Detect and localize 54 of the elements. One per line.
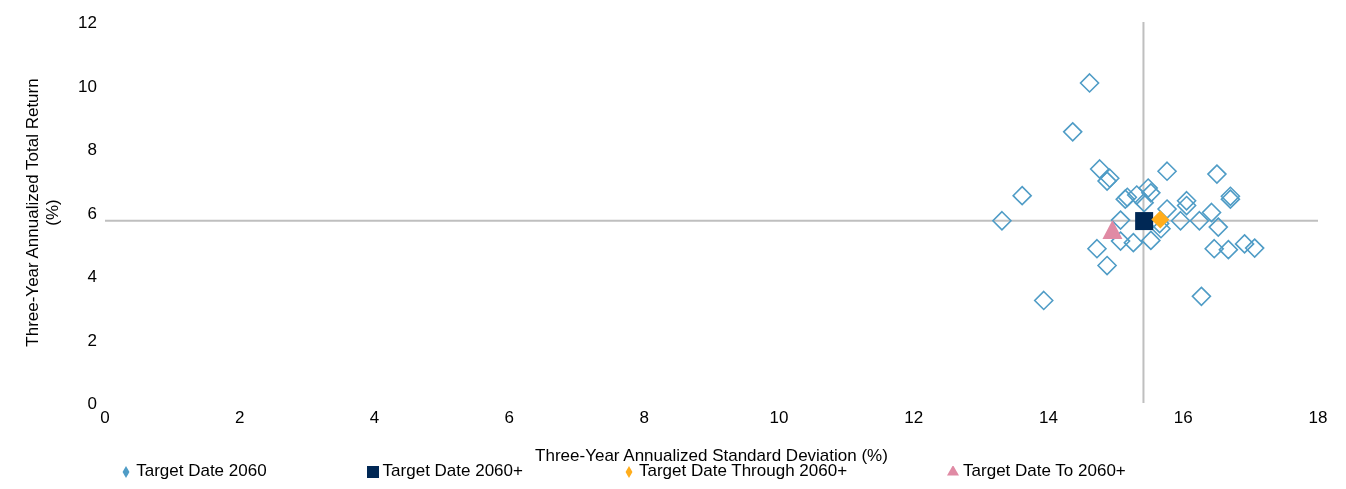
point bbox=[1012, 185, 1032, 206]
x-tick-label: 14 bbox=[1038, 408, 1058, 428]
point bbox=[1191, 286, 1212, 307]
y-tick-label: 4 bbox=[87, 267, 97, 287]
point bbox=[1062, 122, 1083, 142]
point bbox=[992, 210, 1012, 231]
point bbox=[1079, 73, 1100, 93]
x-tick-label: 4 bbox=[369, 408, 380, 428]
point bbox=[1189, 210, 1210, 231]
point bbox=[1151, 210, 1170, 229]
point bbox=[1110, 231, 1131, 251]
point bbox=[1208, 217, 1229, 237]
point bbox=[1135, 212, 1154, 231]
y-tick-label: 8 bbox=[87, 140, 97, 160]
y-tick-label: 10 bbox=[78, 76, 97, 96]
x-tick-label: 10 bbox=[769, 408, 789, 428]
point bbox=[1170, 210, 1191, 231]
point bbox=[1141, 230, 1161, 251]
point bbox=[1157, 161, 1177, 182]
point bbox=[1234, 234, 1255, 254]
y-tick-label: 6 bbox=[87, 203, 97, 223]
point bbox=[1110, 210, 1131, 230]
point bbox=[1102, 219, 1123, 239]
x-tick-label: 18 bbox=[1308, 408, 1328, 428]
y-axis-title: Three-Year Annualized Total Return (%) bbox=[23, 78, 62, 347]
y-tick-label: 0 bbox=[87, 394, 97, 414]
point bbox=[1244, 238, 1265, 258]
x-tick-label: 12 bbox=[904, 408, 924, 428]
point bbox=[1097, 255, 1117, 276]
x-tick-label: 6 bbox=[504, 408, 515, 428]
legend-label: Target Date 2060+ bbox=[382, 461, 523, 480]
point bbox=[1204, 238, 1225, 259]
legend-label: Target Date To 2060+ bbox=[963, 461, 1126, 480]
point bbox=[1123, 232, 1144, 253]
y-tick-label: 12 bbox=[78, 13, 97, 33]
point bbox=[1157, 199, 1177, 219]
x-tick-label: 2 bbox=[235, 408, 245, 428]
point bbox=[1087, 238, 1107, 259]
point bbox=[1089, 159, 1110, 179]
point bbox=[1207, 164, 1227, 184]
x-tick-label: 0 bbox=[100, 408, 110, 428]
legend-label: Target Date 2060 bbox=[136, 461, 267, 480]
point bbox=[1033, 290, 1054, 311]
point bbox=[1176, 190, 1197, 211]
y-tick-label: 2 bbox=[87, 330, 97, 350]
point bbox=[1141, 183, 1161, 203]
point bbox=[1218, 239, 1239, 260]
x-tick-label: 16 bbox=[1173, 408, 1193, 428]
point bbox=[1134, 192, 1154, 213]
point bbox=[1176, 195, 1197, 216]
point bbox=[1201, 202, 1222, 223]
point bbox=[1126, 185, 1147, 205]
x-tick-label: 8 bbox=[639, 408, 649, 428]
point bbox=[1138, 178, 1158, 198]
